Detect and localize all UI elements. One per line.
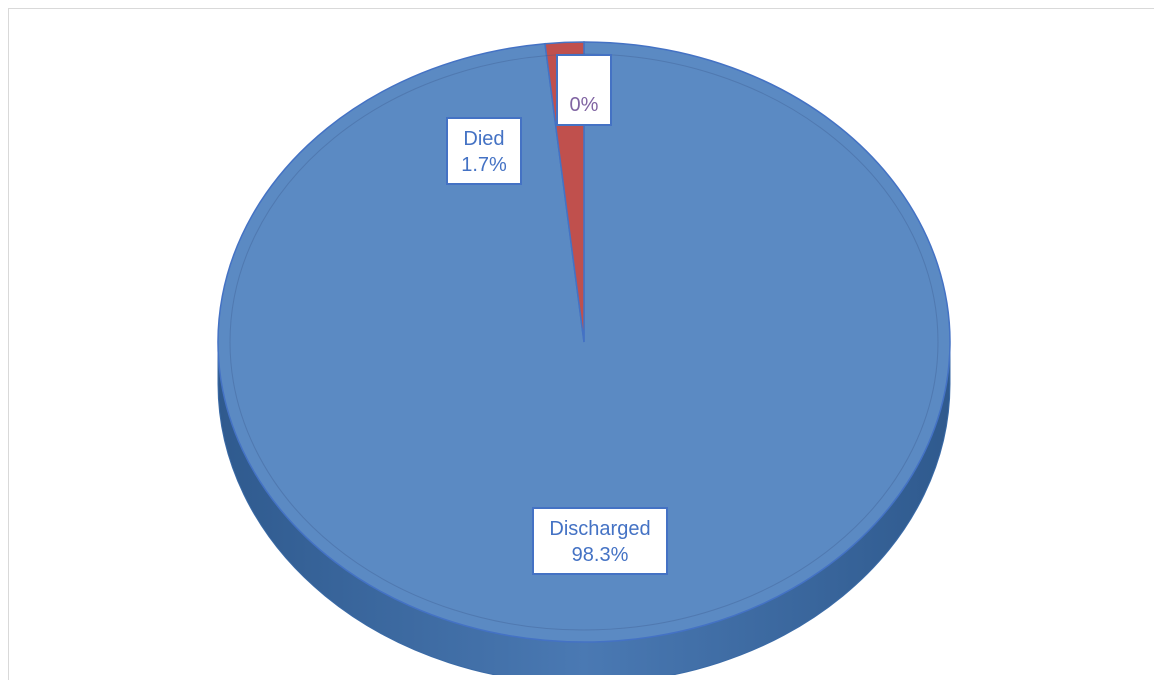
slice-label-discharged-value: 98.3%	[571, 544, 629, 566]
slice-label-discharged: Discharged 98.3%	[532, 507, 668, 575]
slice-label-discharged-name: Discharged	[549, 518, 651, 540]
slice-label-died-name: Died	[463, 128, 505, 150]
slice-label-zero: 0%	[556, 54, 612, 126]
slice-label-died: Died 1.7%	[446, 117, 522, 185]
slice-label-died-value: 1.7%	[461, 154, 507, 176]
chart-frame	[8, 8, 1154, 680]
slice-label-zero-value: 0%	[569, 94, 599, 116]
